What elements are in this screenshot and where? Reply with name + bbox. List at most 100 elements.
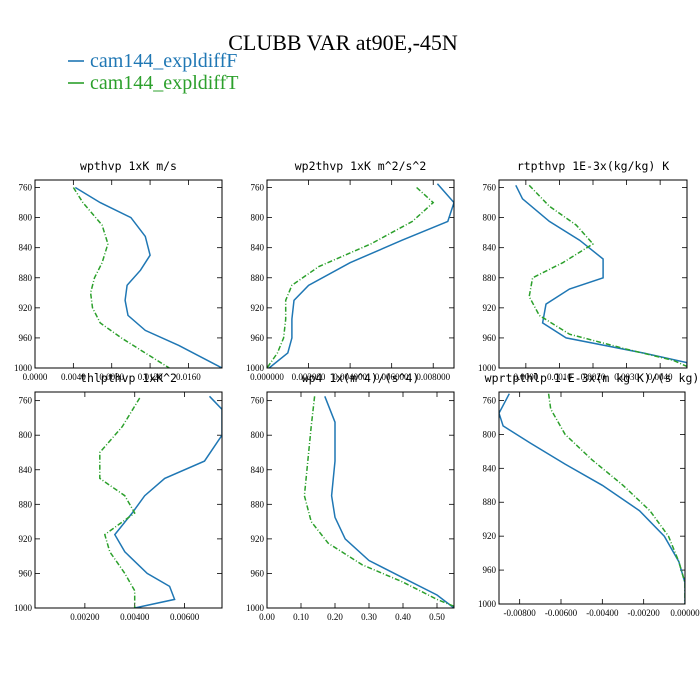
panel-title: wprtpthlp 1-E-3x(m kg K)/(s kg) bbox=[485, 371, 700, 385]
x-tick-label: 0.00200 bbox=[70, 612, 100, 622]
x-tick-label: 0.00400 bbox=[120, 612, 150, 622]
panel-title: wp2thvp 1xK m^2/s^2 bbox=[295, 159, 427, 173]
plot-frame bbox=[266, 179, 455, 369]
y-tick-label: 880 bbox=[483, 273, 497, 283]
y-tick-label: 840 bbox=[19, 243, 33, 253]
panel-1: wpthvp 1xK m/s76080084088092096010000.00… bbox=[14, 159, 223, 382]
x-tick-label: -0.00800 bbox=[504, 608, 537, 618]
series-line-1 bbox=[499, 393, 685, 604]
series-line-2 bbox=[72, 187, 170, 368]
x-tick-label: 0.00 bbox=[259, 612, 275, 622]
x-tick-label: -0.00200 bbox=[628, 608, 661, 618]
panel-5: wp4 1x(m^4)/(s^4)76080084088092096010000… bbox=[246, 371, 455, 622]
y-tick-label: 960 bbox=[251, 568, 265, 578]
panel-title: thlpthvp 1xK^2 bbox=[80, 371, 177, 385]
y-tick-label: 760 bbox=[251, 396, 265, 406]
y-tick-label: 920 bbox=[251, 303, 265, 313]
x-tick-label: 0.00600 bbox=[170, 612, 200, 622]
series-line-1 bbox=[515, 184, 687, 368]
y-tick-label: 880 bbox=[19, 499, 33, 509]
y-tick-label: 920 bbox=[19, 303, 33, 313]
series-line-1 bbox=[113, 395, 222, 608]
y-tick-label: 880 bbox=[251, 273, 265, 283]
x-tick-label: 0.0080 bbox=[99, 372, 124, 382]
x-tick-label: 0.40 bbox=[395, 612, 411, 622]
x-tick-label: 0.002000 bbox=[292, 372, 326, 382]
legend-label-2: cam144_expldiffT bbox=[90, 72, 238, 94]
plot-frame bbox=[498, 179, 688, 369]
panel-4: thlpthvp 1xK^2 760 800 840 880 920 960 1000 0.00… bbox=[14, 371, 223, 622]
y-tick-label: 840 bbox=[251, 243, 265, 253]
x-tick-label: 0.0010 bbox=[547, 372, 572, 382]
y-tick-label: 1000 bbox=[478, 599, 497, 609]
y-tick-label: 1000 bbox=[14, 603, 33, 613]
x-tick-label: 0.50 bbox=[429, 612, 445, 622]
x-tick-label: 0.0020 bbox=[581, 372, 606, 382]
y-tick-label: 840 bbox=[251, 465, 265, 475]
x-tick-label: 0.30 bbox=[361, 612, 377, 622]
y-tick-label: 920 bbox=[483, 531, 497, 541]
series-line-2 bbox=[303, 396, 454, 607]
y-tick-label: 800 bbox=[251, 213, 265, 223]
legend: cam144_expldiffF cam144_expldiffT bbox=[68, 50, 238, 94]
series-line-1 bbox=[268, 183, 454, 368]
x-tick-label: 0.0030 bbox=[614, 372, 639, 382]
y-tick-label: 760 bbox=[19, 183, 33, 193]
y-tick-label: 840 bbox=[483, 463, 497, 473]
x-tick-label: 0.0160 bbox=[176, 372, 201, 382]
panel-6: wprtpthlp 1-E-3x(m kg K)/(s kg) 760 800 840… bbox=[478, 371, 700, 618]
y-tick-label: 960 bbox=[483, 565, 497, 575]
panels: wpthvp 1xK m/s76080084088092096010000.00… bbox=[14, 159, 700, 622]
y-tick-label: 800 bbox=[251, 430, 265, 440]
panel-title: wp4 1x(m^4)/(s^4) bbox=[302, 371, 420, 385]
x-tick-label: 0.00000 bbox=[670, 608, 700, 618]
y-tick-label: 880 bbox=[251, 499, 265, 509]
x-tick-label: 0.20 bbox=[327, 612, 343, 622]
series-line-2 bbox=[547, 393, 685, 604]
y-tick-label: 840 bbox=[483, 243, 497, 253]
y-tick-label: 960 bbox=[251, 333, 265, 343]
y-tick-label: 760 bbox=[483, 183, 497, 193]
plot-frame bbox=[498, 391, 686, 605]
x-tick-label: 0.0040 bbox=[648, 372, 673, 382]
y-tick-label: 760 bbox=[483, 395, 497, 405]
y-tick-label: 760 bbox=[251, 183, 265, 193]
series-line-2 bbox=[99, 397, 141, 608]
panel-3: rtpthvp 1E-3x(kg/kg) K 760 800 840 880 920 960… bbox=[478, 159, 688, 382]
panel-2: wp2thvp 1xK m^2/s^2 760 800 840 880 920 960 100… bbox=[246, 159, 455, 382]
plot-frame bbox=[34, 179, 223, 369]
x-tick-label: 0.10 bbox=[293, 612, 309, 622]
series-line-1 bbox=[74, 186, 222, 368]
y-tick-label: 800 bbox=[483, 213, 497, 223]
y-tick-label: 880 bbox=[483, 497, 497, 507]
y-tick-label: 1000 bbox=[246, 603, 265, 613]
plot-frame bbox=[34, 391, 223, 609]
legend-label-1: cam144_expldiffF bbox=[90, 50, 237, 72]
y-tick-label: 880 bbox=[19, 273, 33, 283]
y-tick-label: 800 bbox=[19, 430, 33, 440]
x-tick-label: 0.004000 bbox=[333, 372, 367, 382]
y-tick-label: 920 bbox=[251, 534, 265, 544]
y-tick-label: 1000 bbox=[478, 363, 497, 373]
y-tick-label: 1000 bbox=[246, 363, 265, 373]
x-tick-label: 0.006000 bbox=[375, 372, 409, 382]
y-tick-label: 760 bbox=[19, 396, 33, 406]
x-tick-label: -0.00600 bbox=[545, 608, 578, 618]
x-tick-label: 0.0040 bbox=[61, 372, 86, 382]
y-tick-label: 920 bbox=[483, 303, 497, 313]
x-tick-label: 0.0120 bbox=[138, 372, 163, 382]
y-tick-label: 960 bbox=[483, 333, 497, 343]
x-tick-label: -0.00400 bbox=[586, 608, 619, 618]
y-tick-label: 800 bbox=[19, 213, 33, 223]
figure-title: CLUBB VAR at90E,-45N bbox=[228, 30, 458, 55]
y-tick-label: 1000 bbox=[14, 363, 33, 373]
panel-title: wpthvp 1xK m/s bbox=[80, 159, 177, 173]
series-line-1 bbox=[324, 396, 454, 608]
x-tick-label: 0.008000 bbox=[416, 372, 450, 382]
panel-title: rtpthvp 1E-3x(kg/kg) K bbox=[517, 159, 669, 173]
y-tick-label: 960 bbox=[19, 568, 33, 578]
x-tick-label: 0.0000 bbox=[23, 372, 48, 382]
y-tick-label: 960 bbox=[19, 333, 33, 343]
y-tick-label: 840 bbox=[19, 465, 33, 475]
